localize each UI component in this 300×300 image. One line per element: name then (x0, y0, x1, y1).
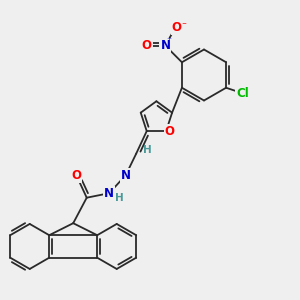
Text: N: N (160, 39, 170, 52)
Text: O: O (142, 39, 152, 52)
Text: N: N (104, 187, 114, 200)
Text: N: N (121, 169, 131, 182)
Text: H: H (115, 193, 124, 203)
Text: Cl: Cl (236, 87, 249, 100)
Text: H: H (143, 145, 152, 155)
Text: O: O (165, 124, 175, 138)
Text: $^-$: $^-$ (180, 20, 187, 29)
Text: O: O (71, 169, 81, 182)
Text: O: O (172, 21, 182, 34)
Text: $^+$: $^+$ (166, 36, 173, 45)
